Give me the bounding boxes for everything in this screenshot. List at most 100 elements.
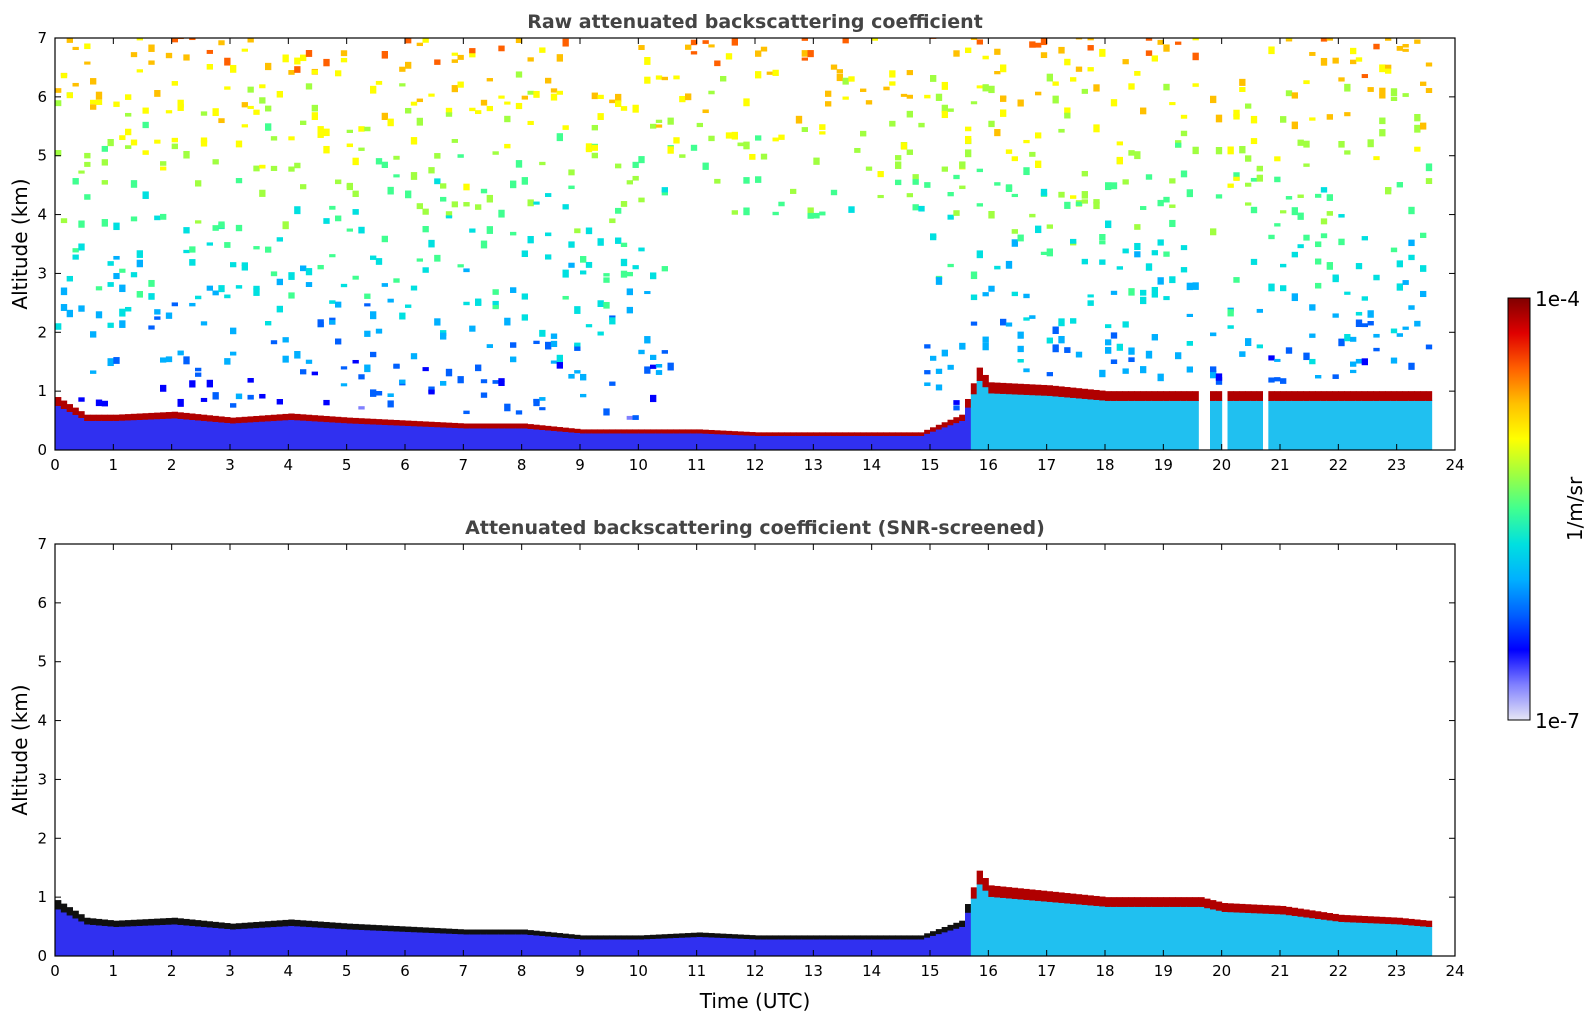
noise-cell — [515, 38, 523, 44]
noise-cell — [1408, 206, 1415, 215]
boundary-layer-cell — [387, 424, 394, 450]
boundary-layer-cell — [953, 927, 960, 956]
boundary-layer-cell — [265, 420, 272, 450]
layer-top-cell — [778, 432, 785, 436]
noise-cell — [253, 285, 260, 290]
boundary-layer-cell — [877, 938, 884, 956]
boundary-layer-cell — [1157, 399, 1164, 450]
noise-cell — [498, 378, 505, 382]
layer-top-cell — [620, 935, 628, 940]
noise-cell — [597, 331, 604, 336]
boundary-layer-cell — [165, 923, 173, 956]
layer-top-cell — [644, 429, 651, 434]
noise-cell — [1075, 351, 1083, 358]
layer-top-cell — [457, 929, 464, 935]
layer-top-cell — [836, 432, 843, 436]
layer-top-cell — [177, 412, 184, 419]
noise-cell — [1163, 83, 1170, 91]
noise-cell — [877, 171, 884, 178]
boundary-layer-cell — [445, 426, 453, 450]
layer-top-cell — [410, 926, 418, 933]
x-tick-label: 21 — [1270, 456, 1289, 474]
layer-top-cell — [1198, 897, 1205, 907]
boundary-layer-cell — [825, 434, 832, 450]
layer-top-cell — [772, 432, 779, 436]
noise-cell — [340, 57, 348, 63]
layer-top-cell — [1180, 897, 1188, 907]
noise-cell — [317, 319, 324, 328]
noise-cell — [1210, 228, 1217, 236]
boundary-layer-cell — [935, 428, 943, 450]
boundary-layer-cell — [685, 432, 692, 450]
noise-cell — [364, 126, 371, 132]
boundary-layer-cell — [364, 423, 371, 450]
layer-top-cell — [335, 416, 342, 423]
noise-cell — [912, 204, 919, 211]
noise-cell — [148, 325, 155, 330]
layer-top-cell — [1280, 905, 1287, 915]
boundary-layer-cell — [183, 924, 190, 956]
noise-cell — [375, 328, 383, 334]
boundary-layer-cell — [410, 425, 418, 450]
noise-cell — [445, 211, 453, 218]
noise-cell — [1256, 344, 1263, 349]
noise-cell — [661, 187, 668, 193]
layer-top-cell — [632, 935, 639, 940]
layer-top-cell — [737, 431, 744, 436]
y-tick-label: 5 — [37, 653, 47, 671]
boundary-layer-cell — [970, 897, 978, 956]
layer-top-cell — [218, 922, 225, 929]
noise-cell — [451, 201, 458, 208]
noise-cell — [212, 290, 219, 296]
noise-cell — [183, 54, 190, 61]
boundary-layer-cell — [381, 929, 388, 956]
noise-cell — [953, 210, 960, 216]
noise-cell — [807, 50, 814, 58]
noise-cell — [148, 293, 155, 300]
noise-cell — [930, 75, 937, 82]
noise-cell — [527, 199, 534, 207]
noise-cell — [749, 153, 756, 160]
noise-cell — [323, 145, 330, 154]
boundary-layer-cell — [78, 920, 85, 956]
noise-cell — [889, 70, 896, 78]
noise-cell — [113, 101, 120, 107]
boundary-layer-cell — [1285, 914, 1293, 956]
noise-cell — [183, 150, 190, 159]
noise-cell — [259, 189, 266, 197]
boundary-layer-cell — [510, 933, 517, 956]
boundary-layer-cell — [1414, 399, 1421, 450]
layer-top-cell — [1017, 383, 1024, 395]
noise-cell — [434, 318, 441, 326]
noise-cell — [737, 142, 744, 147]
noise-cell — [953, 174, 960, 180]
boundary-layer-cell — [930, 430, 937, 450]
layer-top-cell — [352, 923, 359, 930]
layer-top-cell — [1291, 907, 1298, 916]
layer-top-cell — [90, 918, 97, 925]
layer-top-cell — [1070, 893, 1077, 904]
boundary-layer-cell — [1425, 925, 1433, 956]
layer-top-cell — [183, 918, 190, 926]
noise-cell — [871, 38, 878, 41]
noise-cell — [1291, 121, 1298, 130]
layer-top-cell — [1355, 915, 1363, 923]
boundary-layer-cell — [206, 926, 213, 956]
layer-top-cell — [784, 935, 791, 940]
noise-cell — [1326, 194, 1333, 201]
layer-top-cell — [591, 935, 598, 940]
noise-cell — [1192, 146, 1199, 155]
noise-cell — [288, 166, 295, 172]
noise-cell — [900, 93, 908, 97]
layer-top-cell — [1379, 391, 1386, 401]
noise-cell — [1175, 41, 1182, 45]
x-tick-label: 2 — [167, 456, 177, 474]
noise-cell — [241, 262, 248, 266]
layer-top-cell — [696, 932, 703, 937]
boundary-layer-cell — [1274, 399, 1281, 450]
boundary-layer-cell — [941, 426, 948, 450]
noise-cell — [498, 95, 505, 99]
boundary-layer-cell — [375, 929, 383, 956]
layer-top-cell — [1210, 900, 1217, 910]
